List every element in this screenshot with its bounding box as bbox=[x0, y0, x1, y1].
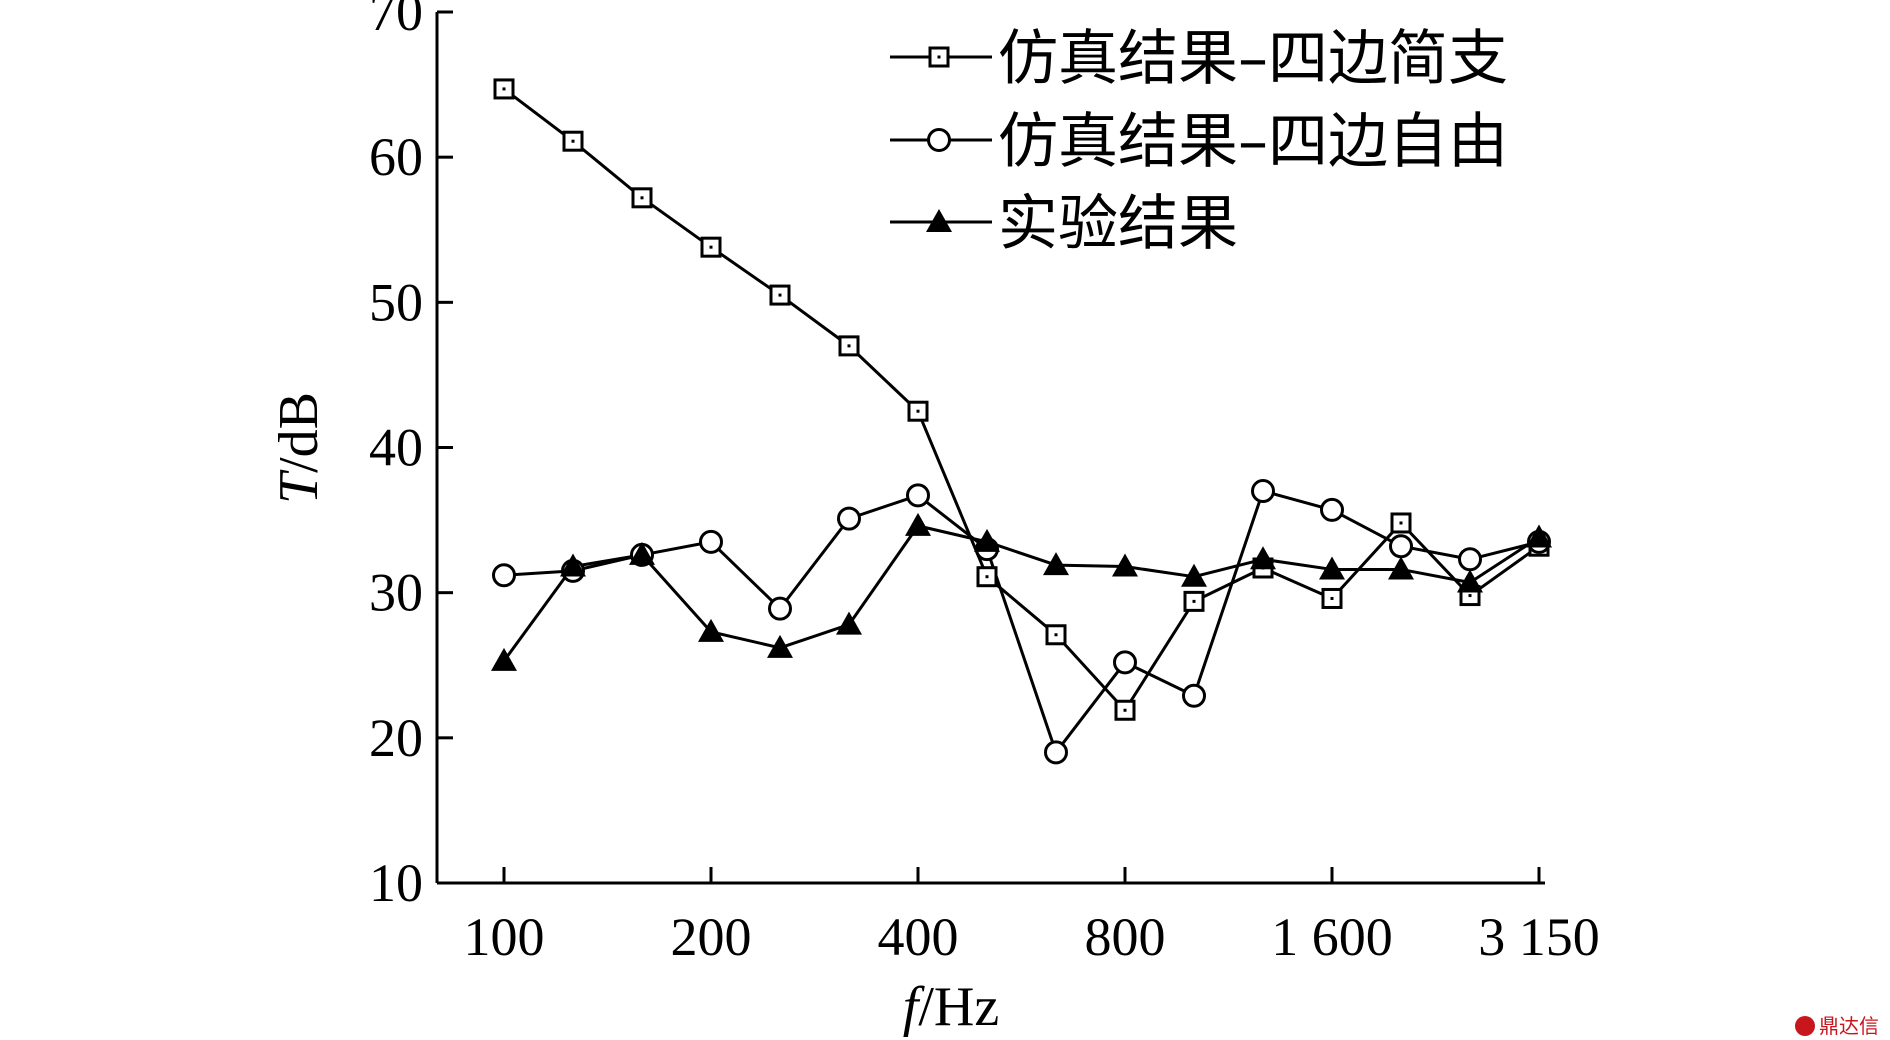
legend-item: 实验结果 bbox=[890, 189, 1238, 259]
data-point-circle bbox=[1458, 547, 1482, 572]
data-point-triangle bbox=[1457, 569, 1483, 593]
x-ticks: 100 200 400 800 1 600 3 150 bbox=[464, 867, 1600, 967]
x-tick-label: 800 bbox=[1085, 907, 1166, 967]
y-tick-label: 60 bbox=[369, 127, 423, 187]
watermark: 鼎达信 bbox=[1795, 1014, 1879, 1038]
data-point-triangle bbox=[560, 553, 586, 577]
data-point-triangle bbox=[1043, 552, 1069, 576]
legend-label: 仿真结果–四边自由 bbox=[998, 107, 1508, 177]
data-point-triangle bbox=[974, 528, 1000, 552]
markers-triangle bbox=[491, 512, 1552, 671]
x-tick-label: 200 bbox=[671, 907, 752, 967]
data-point-triangle bbox=[491, 647, 517, 671]
data-point-circle bbox=[906, 483, 930, 508]
data-point-triangle bbox=[698, 618, 724, 642]
data-point-square-dot bbox=[1468, 594, 1472, 598]
y-tick-label: 70 bbox=[369, 0, 423, 42]
legend-marker-circle bbox=[927, 128, 951, 152]
data-point-triangle bbox=[1526, 524, 1552, 548]
y-axis-title: T/dB bbox=[268, 392, 330, 504]
legend-label: 实验结果 bbox=[998, 189, 1238, 259]
data-point-circle bbox=[492, 563, 516, 588]
data-point-triangle bbox=[1319, 556, 1345, 580]
data-point-circle bbox=[837, 506, 861, 531]
x-tick-label: 400 bbox=[878, 907, 959, 967]
y-tick-label: 10 bbox=[369, 853, 423, 913]
legend-marker-triangle bbox=[926, 209, 952, 232]
y-tick-label: 30 bbox=[369, 563, 423, 623]
data-point-square-dot bbox=[1123, 708, 1127, 712]
data-point-triangle bbox=[905, 512, 931, 536]
series-layer bbox=[491, 78, 1552, 765]
data-point-square-dot bbox=[1054, 633, 1058, 637]
legend-item: 仿真结果–四边简支 bbox=[890, 24, 1508, 94]
data-point-triangle bbox=[1112, 553, 1138, 577]
legend-item: 仿真结果–四边自由 bbox=[890, 107, 1508, 177]
data-point-square-dot bbox=[985, 575, 989, 579]
data-point-triangle bbox=[836, 611, 862, 635]
data-point-square-dot bbox=[640, 196, 644, 200]
series-line-square bbox=[503, 87, 1540, 712]
x-tick-label: 100 bbox=[464, 907, 545, 967]
legend-label: 仿真结果–四边简支 bbox=[998, 24, 1508, 94]
data-point-triangle bbox=[767, 634, 793, 658]
data-point-square-dot bbox=[916, 409, 920, 413]
y-tick-label: 50 bbox=[369, 272, 423, 332]
data-point-circle bbox=[1044, 740, 1068, 765]
series-square bbox=[503, 87, 1540, 712]
legend-marker-square-dot bbox=[937, 55, 941, 59]
data-point-square-dot bbox=[1399, 521, 1403, 525]
y-ticks: 10 20 30 40 50 60 70 bbox=[369, 0, 453, 913]
data-point-square-dot bbox=[847, 344, 851, 348]
x-axis-title: f/Hz bbox=[903, 976, 999, 1038]
x-tick-label: 1 600 bbox=[1271, 907, 1393, 967]
series-line-circle bbox=[503, 489, 1540, 754]
watermark-logo-icon bbox=[1795, 1016, 1815, 1036]
data-point-square-dot bbox=[709, 245, 713, 249]
x-tick-label: 3 150 bbox=[1478, 907, 1600, 967]
series-circle bbox=[503, 489, 1540, 754]
data-point-triangle bbox=[1250, 546, 1276, 570]
series-line-triangle bbox=[502, 524, 1540, 662]
data-point-square-dot bbox=[502, 87, 506, 91]
data-point-triangle bbox=[629, 541, 655, 565]
data-point-square-dot bbox=[571, 139, 575, 143]
watermark-text: 鼎达信 bbox=[1819, 1014, 1879, 1038]
data-point-circle bbox=[768, 596, 792, 621]
data-point-circle bbox=[1320, 497, 1344, 522]
data-point-square-dot bbox=[778, 293, 782, 297]
y-tick-label: 40 bbox=[369, 418, 423, 478]
data-point-circle bbox=[1389, 534, 1413, 559]
y-tick-label: 20 bbox=[369, 708, 423, 768]
data-point-triangle bbox=[1388, 556, 1414, 580]
data-point-square-dot bbox=[1192, 599, 1196, 603]
data-point-triangle bbox=[1181, 563, 1207, 587]
data-point-circle bbox=[1182, 683, 1206, 708]
data-point-circle bbox=[1251, 479, 1275, 504]
data-point-circle bbox=[699, 529, 723, 554]
data-point-square-dot bbox=[1330, 596, 1334, 600]
series-triangle bbox=[502, 524, 1540, 662]
data-point-circle bbox=[1113, 650, 1137, 675]
